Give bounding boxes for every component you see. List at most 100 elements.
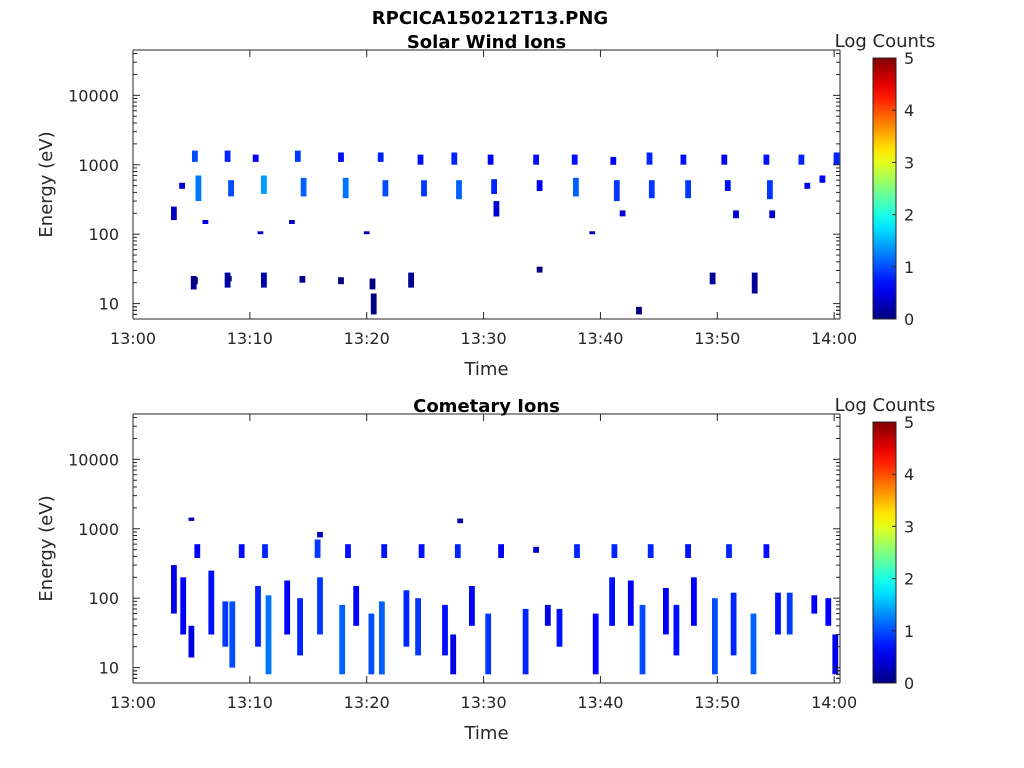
spectrogram-cell bbox=[415, 598, 421, 656]
spectrogram-cell bbox=[611, 544, 618, 558]
spectrogram-cell bbox=[786, 592, 793, 635]
spectrogram-cell bbox=[571, 154, 578, 165]
colorbar-tick-label: 0 bbox=[904, 310, 914, 329]
panel-title: Solar Wind Ions bbox=[407, 32, 566, 53]
spectrogram-cell bbox=[648, 180, 655, 199]
y-tick-label: 10000 bbox=[68, 450, 119, 469]
spectrogram-cell bbox=[726, 544, 732, 558]
x-tick-label: 13:10 bbox=[227, 693, 273, 712]
y-axis-label: Energy (eV) bbox=[36, 495, 57, 601]
spectrogram-cell bbox=[451, 152, 458, 165]
spectrogram-cell bbox=[763, 544, 770, 558]
x-tick-label: 13:50 bbox=[694, 693, 740, 712]
x-tick-label: 13:10 bbox=[227, 329, 273, 348]
spectrogram-cell bbox=[811, 595, 818, 614]
spectrogram-cell bbox=[533, 546, 539, 553]
spectrogram-cell bbox=[317, 577, 323, 635]
spectrogram-cell bbox=[222, 601, 229, 647]
spectrogram-cell bbox=[833, 152, 840, 165]
x-tick-label: 14:00 bbox=[811, 693, 857, 712]
spectrogram-cell bbox=[188, 517, 195, 521]
spectrogram-cell bbox=[289, 220, 295, 224]
spectrogram-cell bbox=[261, 175, 267, 194]
y-tick-label: 1000 bbox=[78, 156, 119, 175]
x-tick-label: 13:50 bbox=[694, 329, 740, 348]
spectrogram-cell bbox=[609, 577, 615, 626]
spectrogram-cell bbox=[647, 544, 654, 558]
spectrogram-cell bbox=[317, 531, 323, 538]
colorbar bbox=[872, 421, 897, 684]
y-tick-label: 10000 bbox=[68, 86, 119, 105]
spectrogram-cell bbox=[208, 570, 215, 635]
spectrogram-cell bbox=[487, 154, 494, 165]
spectrogram-cell bbox=[192, 150, 198, 162]
spectrogram-cell bbox=[284, 580, 291, 635]
spectrogram-cell bbox=[369, 278, 376, 290]
spectrogram-cell bbox=[345, 544, 351, 558]
spectrogram-cell bbox=[338, 277, 344, 285]
spectrogram-cell bbox=[721, 154, 728, 165]
y-tick-label: 1000 bbox=[78, 520, 119, 539]
spectrogram-cell bbox=[421, 180, 427, 197]
spectrogram-cell bbox=[195, 175, 202, 201]
spectrogram-cell bbox=[381, 544, 388, 558]
spectrogram-cell bbox=[619, 210, 626, 217]
spectrogram-cell bbox=[339, 604, 346, 675]
colorbar-tick-label: 2 bbox=[904, 206, 914, 225]
spectrogram-cell bbox=[832, 634, 839, 675]
spectrogram-cell bbox=[589, 231, 596, 235]
x-tick-label: 13:30 bbox=[461, 329, 507, 348]
y-tick-label: 10 bbox=[99, 659, 119, 678]
colorbar-tick-label: 3 bbox=[904, 153, 914, 172]
x-tick-label: 13:20 bbox=[344, 693, 390, 712]
spectrogram-cell bbox=[418, 544, 425, 558]
spectrogram-cell bbox=[573, 177, 579, 197]
spectrogram-cell bbox=[639, 604, 646, 675]
x-tick-label: 13:40 bbox=[577, 329, 623, 348]
colorbar-label: Log Counts bbox=[835, 395, 936, 416]
spectrogram-cell bbox=[498, 544, 504, 558]
spectrogram-cell bbox=[228, 180, 234, 197]
colorbar-label: Log Counts bbox=[835, 31, 936, 52]
spectrogram-cell bbox=[450, 634, 457, 675]
spectrogram-cell bbox=[636, 306, 642, 315]
spectrogram-cell bbox=[338, 152, 344, 162]
x-tick-label: 13:00 bbox=[110, 329, 156, 348]
spectrogram-cell bbox=[370, 293, 377, 315]
spectrogram-cell bbox=[769, 210, 776, 219]
spectrogram-cell bbox=[536, 180, 543, 191]
spectrogram-cell bbox=[574, 544, 580, 558]
spectrogram-cell bbox=[680, 154, 687, 165]
spectrogram-cell bbox=[610, 156, 617, 165]
spectrogram-cell bbox=[225, 276, 232, 282]
spectrogram-cell bbox=[224, 150, 231, 162]
spectrogram-cell bbox=[179, 182, 185, 189]
spectrogram-cell bbox=[363, 231, 370, 235]
spectrogram-cell bbox=[763, 154, 770, 165]
colorbar-tick-label: 5 bbox=[904, 49, 914, 68]
spectrogram-cell bbox=[314, 539, 321, 558]
spectrogram-cell bbox=[252, 154, 259, 162]
spectrogram-cell bbox=[408, 272, 414, 288]
spectrogram-cell bbox=[261, 272, 267, 288]
spectrogram-cell bbox=[556, 608, 563, 647]
spectrogram-cell bbox=[238, 544, 245, 558]
y-tick-label: 100 bbox=[88, 589, 119, 608]
spectrogram-cell bbox=[685, 544, 691, 558]
spectrogram-cell bbox=[685, 180, 691, 199]
spectrogram-cell bbox=[775, 592, 781, 635]
spectrogram-cell bbox=[627, 580, 634, 626]
spectrogram-cell bbox=[300, 177, 307, 197]
spectrogram-cell bbox=[592, 613, 599, 675]
spectrogram-cell bbox=[536, 266, 543, 273]
colorbar-tick-label: 4 bbox=[904, 101, 914, 120]
spectrogram-cell bbox=[377, 152, 384, 162]
x-tick-label: 13:30 bbox=[461, 693, 507, 712]
spectrogram-cell bbox=[192, 277, 198, 285]
spectrogram-cell bbox=[188, 625, 195, 658]
colorbar-tick-label: 1 bbox=[904, 258, 914, 277]
spectrogram-cell bbox=[750, 613, 757, 675]
panel-title: Cometary Ions bbox=[413, 396, 560, 417]
